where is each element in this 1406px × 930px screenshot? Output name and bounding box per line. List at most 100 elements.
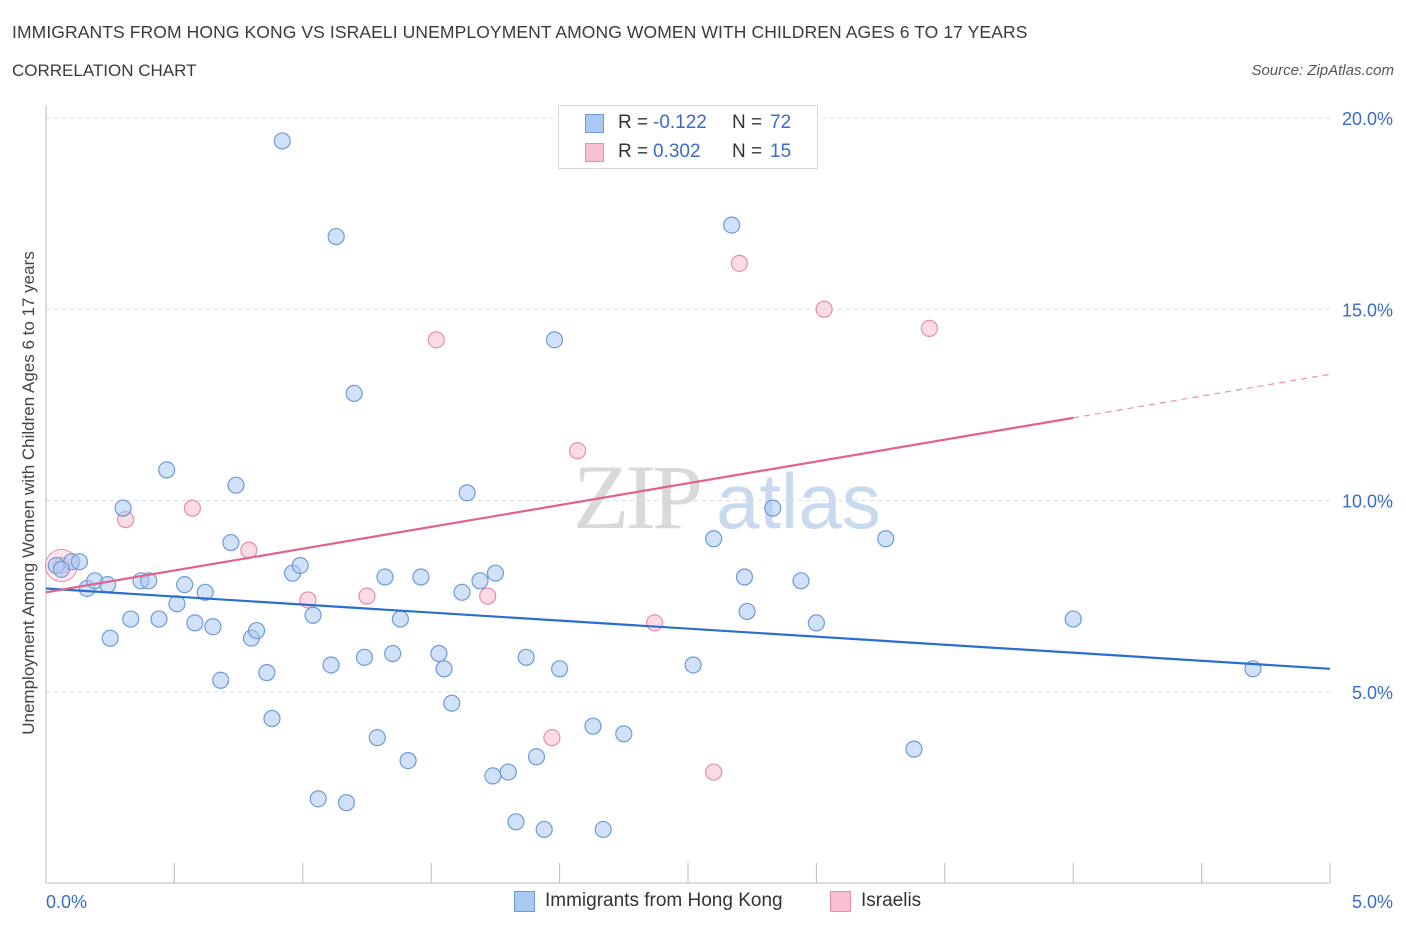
hong-kong-point <box>792 572 810 590</box>
hong-kong-point <box>70 553 88 571</box>
hong-kong-point <box>584 717 602 735</box>
israelis-point <box>646 614 664 632</box>
legend-r-label: R = <box>618 112 649 133</box>
legend-r-label: R = <box>618 141 649 162</box>
israelis-point <box>183 499 201 517</box>
source-label: Source: ZipAtlas.com <box>1251 62 1394 79</box>
hong-kong-point <box>517 648 535 666</box>
hong-kong-point <box>412 568 430 586</box>
hong-kong-point <box>99 576 117 594</box>
hong-kong-point <box>327 227 345 246</box>
chart-subtitle: CORRELATION CHART <box>12 61 197 80</box>
hong-kong-point <box>376 568 394 586</box>
hong-kong-point <box>273 132 291 150</box>
israelis-point <box>705 763 723 781</box>
hong-kong-point <box>435 660 453 678</box>
hong-kong-point <box>168 595 186 613</box>
watermark: ZIP atlas <box>573 446 881 548</box>
hong-kong-trend-line <box>45 587 1331 670</box>
hong-kong-point <box>738 602 756 621</box>
hong-kong-point <box>684 656 702 674</box>
x-tick-label-min: 0.0% <box>46 892 87 912</box>
hong-kong-point <box>140 572 158 590</box>
hong-kong-point <box>507 813 525 831</box>
israelis-point <box>543 729 561 747</box>
hong-kong-point <box>212 671 230 689</box>
hong-kong-point <box>486 564 504 582</box>
y-tick-label: 20.0% <box>1342 109 1393 129</box>
legend-n-label: N = <box>732 141 763 162</box>
hong-kong-point <box>527 748 546 766</box>
hong-kong-point <box>158 461 176 479</box>
legend-n-value: 72 <box>770 112 792 133</box>
legend-swatch-pink <box>585 143 604 162</box>
hong-kong-point <box>122 610 140 628</box>
tick-labels: 5.0% 10.0% 15.0% 20.0% 0.0% 5.0% <box>46 109 1393 912</box>
legend-swatch-blue <box>585 114 604 133</box>
gridlines <box>46 117 1330 693</box>
legend-n-value: 15 <box>770 141 792 162</box>
hong-kong-point <box>453 583 471 601</box>
israelis-point <box>815 300 833 318</box>
hong-kong-point <box>345 384 363 402</box>
hong-kong-point <box>807 614 826 632</box>
israelis-point <box>427 331 445 349</box>
israelis-point <box>920 319 938 337</box>
hong-kong-point <box>484 767 502 785</box>
y-tick-label: 5.0% <box>1352 683 1393 703</box>
hong-kong-point <box>263 709 281 728</box>
hong-kong-point <box>499 763 517 781</box>
watermark-atlas: atlas <box>716 457 881 545</box>
hong-kong-points <box>47 132 1262 839</box>
hong-kong-point <box>309 790 327 808</box>
hong-kong-point <box>399 751 417 770</box>
hong-kong-point <box>176 576 194 594</box>
hong-kong-point <box>594 820 612 839</box>
hong-kong-point <box>204 618 222 636</box>
legend-r-value: -0.122 <box>653 112 707 133</box>
watermark-zip: ZIP <box>573 446 700 548</box>
hong-kong-point <box>877 530 895 548</box>
israelis-point <box>479 587 497 605</box>
hong-kong-point <box>705 530 723 548</box>
hong-kong-point <box>471 572 489 590</box>
hong-kong-point <box>247 621 266 640</box>
israelis-point <box>358 587 376 605</box>
y-tick-label: 15.0% <box>1342 300 1393 320</box>
hong-kong-point <box>355 648 374 666</box>
bottom-legend-label: Immigrants from Hong Kong <box>545 890 783 911</box>
hong-kong-point <box>443 694 461 712</box>
hong-kong-point <box>550 660 569 678</box>
legend-r-value: 0.302 <box>653 141 701 162</box>
axes <box>45 105 1331 884</box>
correlation-legend: R = -0.122 N = 72 R = 0.302 N = 15 <box>558 105 818 169</box>
hong-kong-point <box>764 499 782 517</box>
hong-kong-point <box>291 556 309 575</box>
hong-kong-point <box>458 484 476 502</box>
hong-kong-point <box>196 583 214 601</box>
chart-title: IMMIGRANTS FROM HONG KONG VS ISRAELI UNE… <box>12 22 1028 42</box>
hong-kong-point <box>227 476 245 494</box>
hong-kong-point <box>186 614 204 632</box>
hong-kong-point <box>258 664 276 682</box>
hong-kong-point <box>337 794 356 812</box>
hong-kong-point <box>535 820 553 839</box>
bottom-legend-label: Israelis <box>861 890 922 911</box>
legend-n-label: N = <box>732 112 763 133</box>
hong-kong-point <box>304 606 322 624</box>
hong-kong-point <box>150 610 168 628</box>
israelis-point <box>568 442 587 460</box>
hong-kong-point <box>322 656 340 674</box>
hong-kong-point <box>114 499 132 517</box>
israelis-trend-extension <box>1073 373 1331 419</box>
hong-kong-point <box>101 629 119 647</box>
israelis-trend-line <box>45 416 1074 594</box>
bottom-legend-swatch-pink <box>830 891 851 912</box>
hong-kong-point <box>735 568 754 586</box>
hong-kong-point <box>368 729 386 747</box>
hong-kong-point <box>905 740 923 758</box>
y-tick-label: 10.0% <box>1342 492 1393 512</box>
hong-kong-point <box>615 725 633 743</box>
x-tick-label-max: 5.0% <box>1352 892 1393 912</box>
